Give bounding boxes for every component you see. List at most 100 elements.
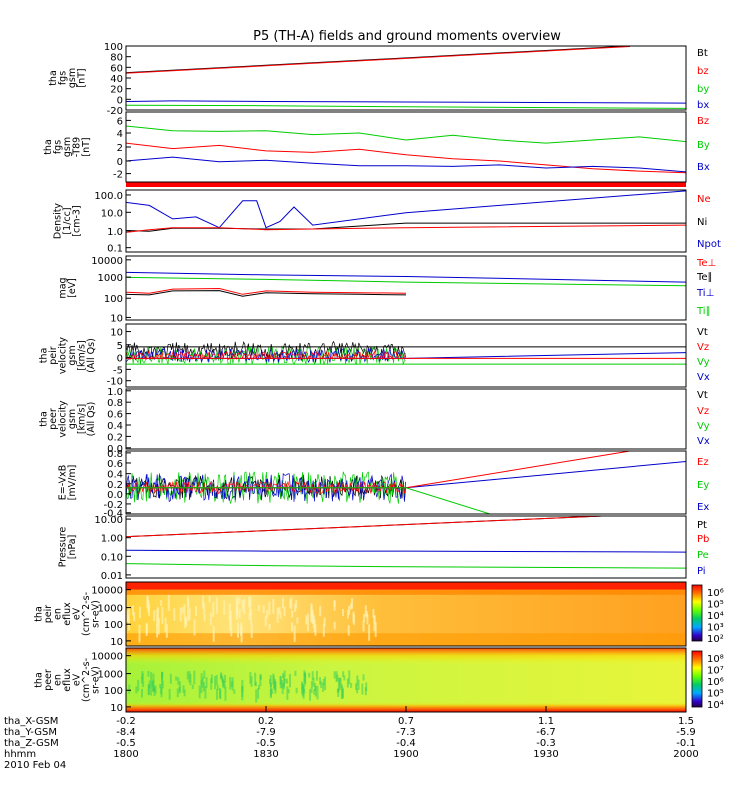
y-tick-label: 4 (117, 129, 123, 140)
series-line-te⊥ (126, 287, 407, 295)
heatmap-texture-streak (215, 674, 218, 686)
y-tick-label: -0.2 (103, 500, 123, 511)
series-line-pb (126, 515, 603, 538)
heatmap-texture-streak (212, 626, 215, 642)
panel-frame (125, 581, 687, 647)
heatmap-texture-streak (167, 594, 170, 611)
y-tick-label: 60 (110, 63, 123, 74)
x-tick-label: -0.4 (396, 738, 416, 749)
heatmap-texture-streak (168, 688, 171, 700)
series-line-ne (126, 224, 686, 233)
y-axis-label-line: tha (34, 606, 45, 622)
heatmap-texture-streak (160, 687, 163, 695)
heatmap-texture-streak (214, 675, 217, 690)
heatmap-texture-streak (223, 600, 226, 615)
series-line-by (126, 125, 686, 144)
x-tick-label: 1900 (393, 749, 418, 760)
legend-entry: Pi (697, 566, 706, 577)
legend-entry: Pb (697, 534, 709, 545)
heatmap-texture-streak (228, 603, 231, 620)
heatmap-texture-streak (179, 607, 182, 622)
y-axis-label-line: tha (34, 672, 45, 688)
y-axis-label-line: (cm^2-s- (81, 592, 92, 636)
legend-entry: Vx (697, 372, 710, 383)
heatmap-texture-streak (343, 675, 346, 681)
panel-frame (125, 111, 687, 183)
colorbar-tick-label: 10² (707, 634, 724, 645)
y-tick-label: 1.0 (107, 387, 123, 398)
heatmap-texture-streak (189, 674, 192, 686)
heatmap-texture-streak (220, 673, 223, 680)
heatmap-texture-streak (314, 686, 317, 697)
heatmap-texture-streak (241, 599, 244, 612)
legend-entry: Ex (697, 502, 709, 513)
legend-entry: Vt (697, 327, 708, 338)
heatmap-texture-streak (364, 687, 367, 696)
heatmap-texture-streak (322, 682, 325, 692)
heatmap-texture-streak (238, 608, 241, 619)
heatmap-texture-streak (249, 602, 252, 616)
heatmap-texture-streak (314, 624, 317, 636)
legend-entry: bz (697, 66, 709, 77)
panel-frame (125, 323, 687, 388)
heatmap-texture-streak (258, 684, 261, 690)
heatmap-texture-streak (269, 682, 272, 697)
heatmap-texture-streak (202, 682, 205, 692)
heatmap-texture-streak (204, 686, 207, 699)
heatmap-texture-streak (126, 614, 129, 622)
heatmap-texture-streak (183, 689, 186, 697)
colorbar (691, 650, 703, 708)
y-axis-label-line: Density (53, 203, 64, 239)
heatmap-texture-streak (182, 685, 185, 694)
heatmap-texture-streak (202, 595, 205, 609)
heatmap-texture-streak (286, 686, 289, 700)
x-tick-label: 1.1 (538, 716, 554, 727)
heatmap-texture-streak (145, 624, 148, 634)
y-tick-label: 10000 (91, 586, 123, 597)
heatmap-texture-streak (212, 602, 215, 618)
y-axis-label-line: sr-eV) (91, 600, 102, 628)
heatmap-texture-streak (255, 689, 258, 703)
heatmap-texture-streak (306, 613, 309, 632)
heatmap-texture-streak (137, 679, 140, 692)
series-line-pi (126, 549, 686, 553)
heatmap-texture-streak (195, 606, 198, 616)
y-tick-label: 10000 (91, 256, 123, 267)
y-axis-label-line: sr-eV) (91, 666, 102, 694)
heatmap-low-energy-band (126, 633, 686, 646)
heatmap-texture-streak (305, 615, 308, 625)
y-tick-label: 0.4 (107, 470, 123, 481)
y-tick-label: 0.0 (107, 490, 123, 501)
heatmap-texture-streak (250, 623, 253, 638)
heatmap-texture-streak (205, 677, 208, 688)
heatmap-texture-streak (311, 671, 314, 680)
heatmap-texture-streak (169, 673, 172, 684)
heatmap-texture-streak (319, 606, 322, 617)
y-tick-label: 1.0 (107, 227, 123, 238)
heatmap-texture-streak (208, 595, 211, 603)
y-tick-label: 0.10 (101, 552, 123, 563)
heatmap-texture-streak (279, 676, 282, 689)
noise-trace (126, 474, 406, 500)
y-axis-label-line: gsm (62, 137, 73, 157)
panel-plot-area (126, 271, 686, 297)
panel-peir-velocity: Vt Vz Vy Vx 10 50-5-10 thapeirvelocitygsm[km/s… (38, 323, 710, 388)
heatmap-texture-streak (269, 675, 272, 688)
heatmap-texture-streak (341, 688, 344, 699)
heatmap-texture-streak (283, 606, 286, 617)
heatmap-texture-streak (313, 689, 316, 695)
y-axis-label-line: fgs (57, 71, 68, 85)
y-tick-label: 10.00 (94, 515, 123, 526)
heatmap-texture-streak (342, 671, 345, 677)
legend-entry: Ti⊥ (696, 288, 714, 299)
heatmap-texture-streak (311, 611, 314, 624)
y-axis-label-line: gsm (67, 409, 78, 429)
heatmap-texture-streak (161, 681, 164, 689)
y-axis-label-line: tha (38, 348, 49, 364)
x-tick-label: 0.7 (398, 716, 414, 727)
heatmap-texture-streak (271, 689, 274, 695)
y-tick-label: 40 (110, 74, 123, 85)
colorbar-tick-label: 10³ (707, 623, 724, 634)
heatmap-texture-streak (128, 684, 131, 694)
